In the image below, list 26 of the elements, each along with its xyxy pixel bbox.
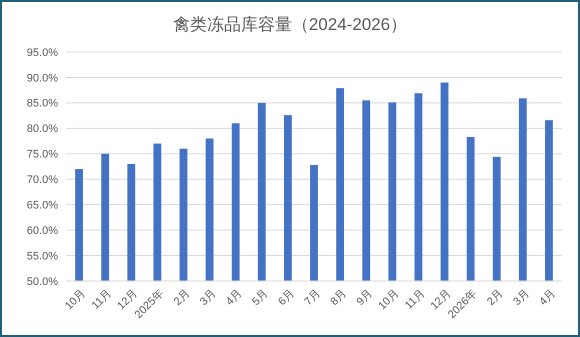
x-tick-label: 4月 xyxy=(224,287,245,308)
x-tick-label: 10月 xyxy=(62,287,88,312)
y-tick-label: 80.0% xyxy=(26,123,58,136)
x-tick-label: 3月 xyxy=(511,287,532,308)
x-tick-label: 11月 xyxy=(90,287,114,312)
y-tick-label: 50.0% xyxy=(26,276,58,288)
x-tick-label: 9月 xyxy=(354,287,376,308)
y-tick-label: 95.0% xyxy=(26,46,58,59)
x-tick-label: 3月 xyxy=(198,287,218,308)
x-tick-label: 4月 xyxy=(537,287,558,308)
y-tick-label: 85.0% xyxy=(26,98,58,110)
x-tick-label: 8月 xyxy=(328,287,349,308)
x-tick-label: 6月 xyxy=(276,287,297,308)
x-tick-label: 10月 xyxy=(376,287,402,312)
x-tick-label: 2月 xyxy=(484,287,506,308)
x-tick-label: 7月 xyxy=(302,287,323,308)
y-tick-label: 70.0% xyxy=(26,174,58,186)
x-tick-label: 5月 xyxy=(250,287,271,308)
x-tick-label: 2月 xyxy=(172,287,192,308)
y-tick-label: 55.0% xyxy=(26,250,58,262)
y-tick-label: 75.0% xyxy=(26,148,58,161)
chart-title: 禽类冻品库容量（2024-2026） xyxy=(172,15,408,34)
y-tick-label: 60.0% xyxy=(26,224,58,237)
x-tick-label: 11月 xyxy=(402,287,428,312)
y-tick-label: 65.0% xyxy=(26,200,58,212)
y-tick-label: 90.0% xyxy=(26,72,58,84)
